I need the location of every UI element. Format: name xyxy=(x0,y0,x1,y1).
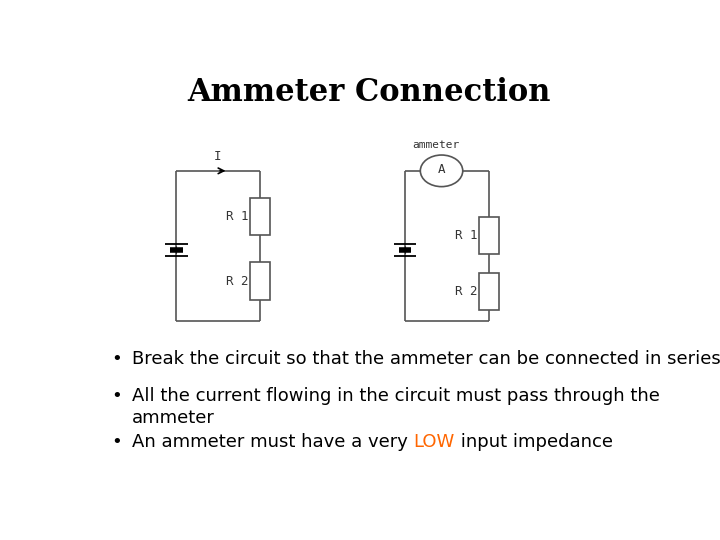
Text: •: • xyxy=(112,433,122,451)
Text: R 1: R 1 xyxy=(455,229,477,242)
Text: Break the circuit so that the ammeter can be connected in series: Break the circuit so that the ammeter ca… xyxy=(132,349,720,368)
Text: •: • xyxy=(112,349,122,368)
Text: R 2: R 2 xyxy=(455,285,477,298)
Text: A: A xyxy=(438,163,445,176)
Bar xyxy=(251,262,270,300)
Text: I: I xyxy=(213,150,221,163)
Text: All the current flowing in the circuit must pass through the
ammeter: All the current flowing in the circuit m… xyxy=(132,387,660,427)
Text: input impedance: input impedance xyxy=(455,433,613,451)
Bar xyxy=(480,273,499,310)
Text: Ammeter Connection: Ammeter Connection xyxy=(187,77,551,109)
Text: R 2: R 2 xyxy=(226,274,248,287)
Bar xyxy=(251,198,270,235)
Bar xyxy=(480,217,499,254)
Circle shape xyxy=(420,155,463,187)
Text: ammeter: ammeter xyxy=(413,140,459,150)
Text: R 1: R 1 xyxy=(226,210,248,223)
Text: •: • xyxy=(112,387,122,405)
Text: An ammeter must have a very: An ammeter must have a very xyxy=(132,433,413,451)
Text: LOW: LOW xyxy=(413,433,455,451)
